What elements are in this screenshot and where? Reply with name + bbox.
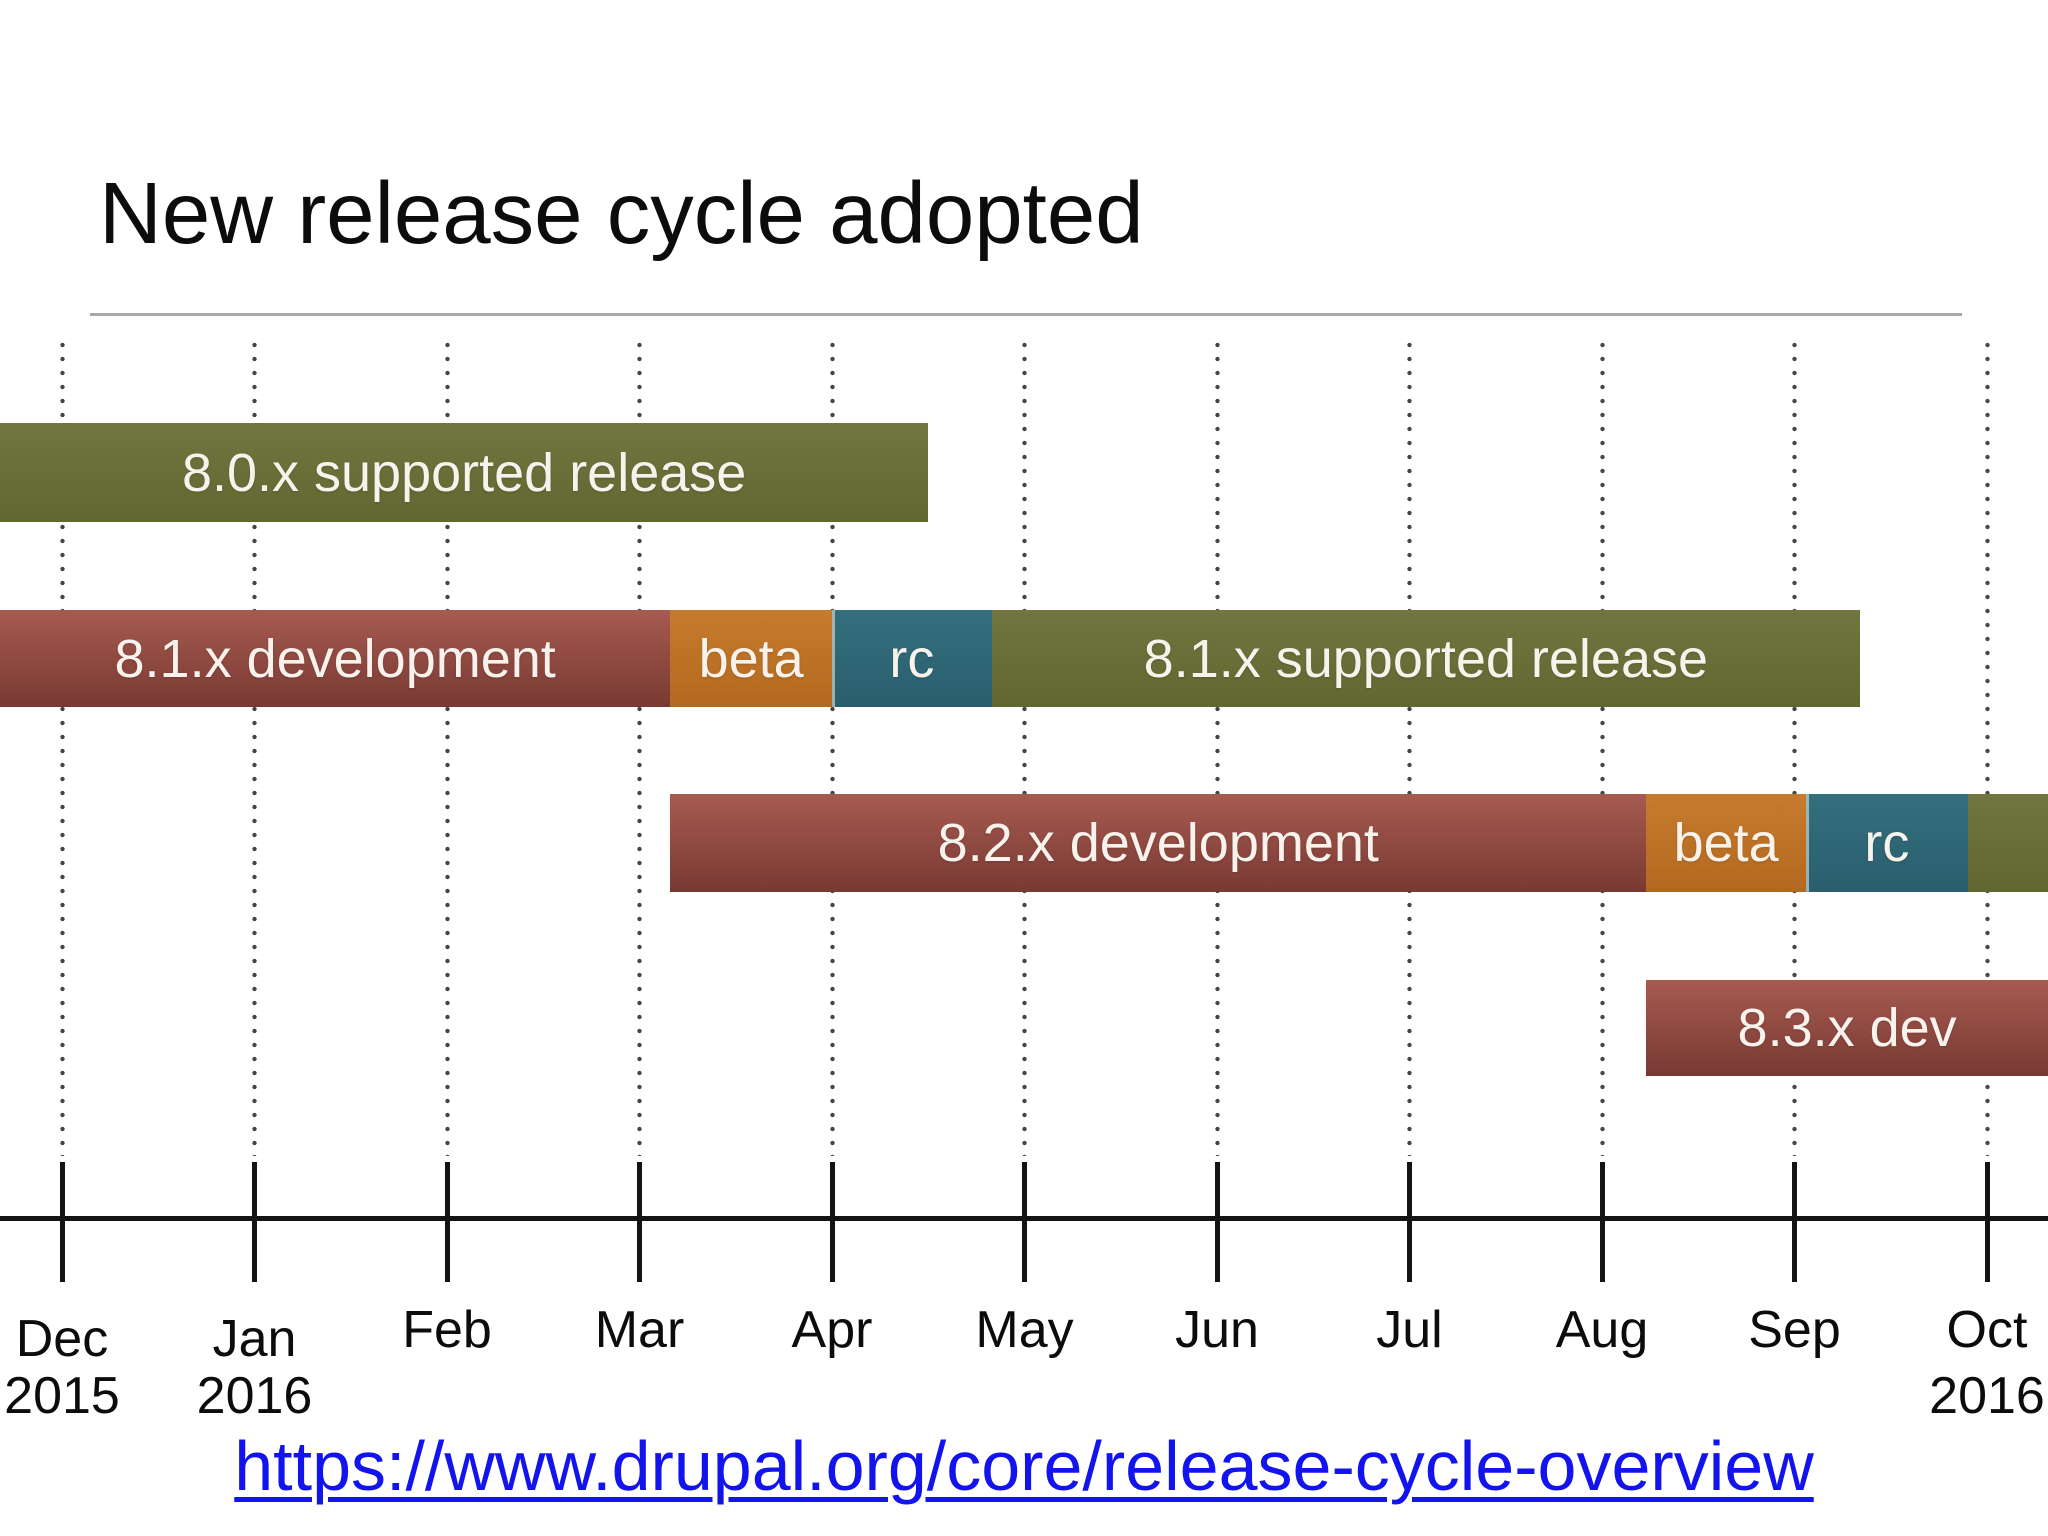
bar-segment-label: 8.2.x development <box>937 813 1379 873</box>
bar-segment-label: 8.1.x development <box>114 628 556 689</box>
month-label-jul: Jul <box>1376 1301 1443 1359</box>
bar-segment-8.1.x-beta: beta <box>670 610 832 707</box>
bar-segment-8.2.x-supported <box>1967 794 2048 892</box>
month-gridline-oct <box>1984 338 1990 1156</box>
month-label-sep: Sep <box>1748 1301 1841 1359</box>
month-label-jun: Jun <box>1175 1301 1259 1359</box>
month-gridline-apr <box>829 338 835 1156</box>
month-gridline-jul <box>1407 338 1412 1156</box>
month-gridline-aug <box>1599 338 1605 1156</box>
bar-segment-label: 8.0.x supported release <box>181 442 747 503</box>
axis-tick-feb <box>444 1162 450 1282</box>
bar-segment-label: 8.1.x supported release <box>1143 628 1709 689</box>
month-gridline-jun <box>1214 338 1220 1156</box>
bar-segment-label: rc <box>1864 813 1910 873</box>
axis-tick-dec <box>59 1162 65 1282</box>
month-gridline-jan <box>252 338 257 1156</box>
axis-tick-jul <box>1407 1162 1412 1282</box>
bar-segment-8.2.x-beta: beta <box>1646 794 1807 892</box>
month-label-mar: Mar <box>594 1301 685 1359</box>
month-gridline-mar <box>637 338 642 1156</box>
month-gridline-dec <box>59 338 65 1156</box>
axis-tick-jun <box>1214 1162 1220 1282</box>
axis-tick-sep <box>1792 1162 1797 1282</box>
month-gridline-sep <box>1792 338 1797 1156</box>
axis-tick-apr <box>829 1162 835 1282</box>
month-gridline-may <box>1022 338 1027 1156</box>
bar-segment-label: rc <box>889 628 935 689</box>
year-label-jan: 2016 <box>196 1367 313 1425</box>
bar-segment-8.2.x-rc: rc <box>1806 794 1968 892</box>
year-label-oct: 2016 <box>1929 1367 2045 1425</box>
slide-title: New release cycle adopted <box>99 165 1144 262</box>
month-label-jan: Jan <box>212 1310 297 1368</box>
bar-segment-8.1.x-development: 8.1.x development <box>0 610 671 707</box>
month-label-oct: Oct <box>1946 1301 2028 1359</box>
axis-tick-mar <box>637 1162 642 1282</box>
axis-tick-may <box>1022 1162 1027 1282</box>
bar-segment-8.0.x-supported: 8.0.x supported release <box>0 423 929 522</box>
year-label-dec: 2015 <box>4 1367 120 1425</box>
month-label-feb: Feb <box>402 1301 492 1359</box>
month-label-may: May <box>975 1301 1074 1359</box>
bar-segment-8.1.x-rc: rc <box>832 610 992 707</box>
bar-segment-label: 8.3.x dev <box>1737 998 1957 1058</box>
month-gridline-feb <box>444 338 450 1156</box>
month-label-dec: Dec <box>15 1310 109 1368</box>
axis-tick-oct <box>1984 1162 1990 1282</box>
title-divider <box>90 313 1962 316</box>
month-label-apr: Apr <box>791 1301 873 1359</box>
axis-tick-jan <box>252 1162 257 1282</box>
bar-segment-8.3.x-development: 8.3.x dev <box>1646 980 2048 1076</box>
bar-segment-8.1.x-supported: 8.1.x supported release <box>991 610 1860 707</box>
month-label-aug: Aug <box>1555 1301 1649 1359</box>
release-cycle-link[interactable]: https://www.drupal.org/core/release-cycl… <box>234 1427 1814 1505</box>
bar-segment-label: beta <box>1673 813 1779 873</box>
bar-segment-8.2.x-development: 8.2.x development <box>670 794 1647 892</box>
axis-tick-aug <box>1599 1162 1605 1282</box>
bar-segment-label: beta <box>698 628 804 689</box>
